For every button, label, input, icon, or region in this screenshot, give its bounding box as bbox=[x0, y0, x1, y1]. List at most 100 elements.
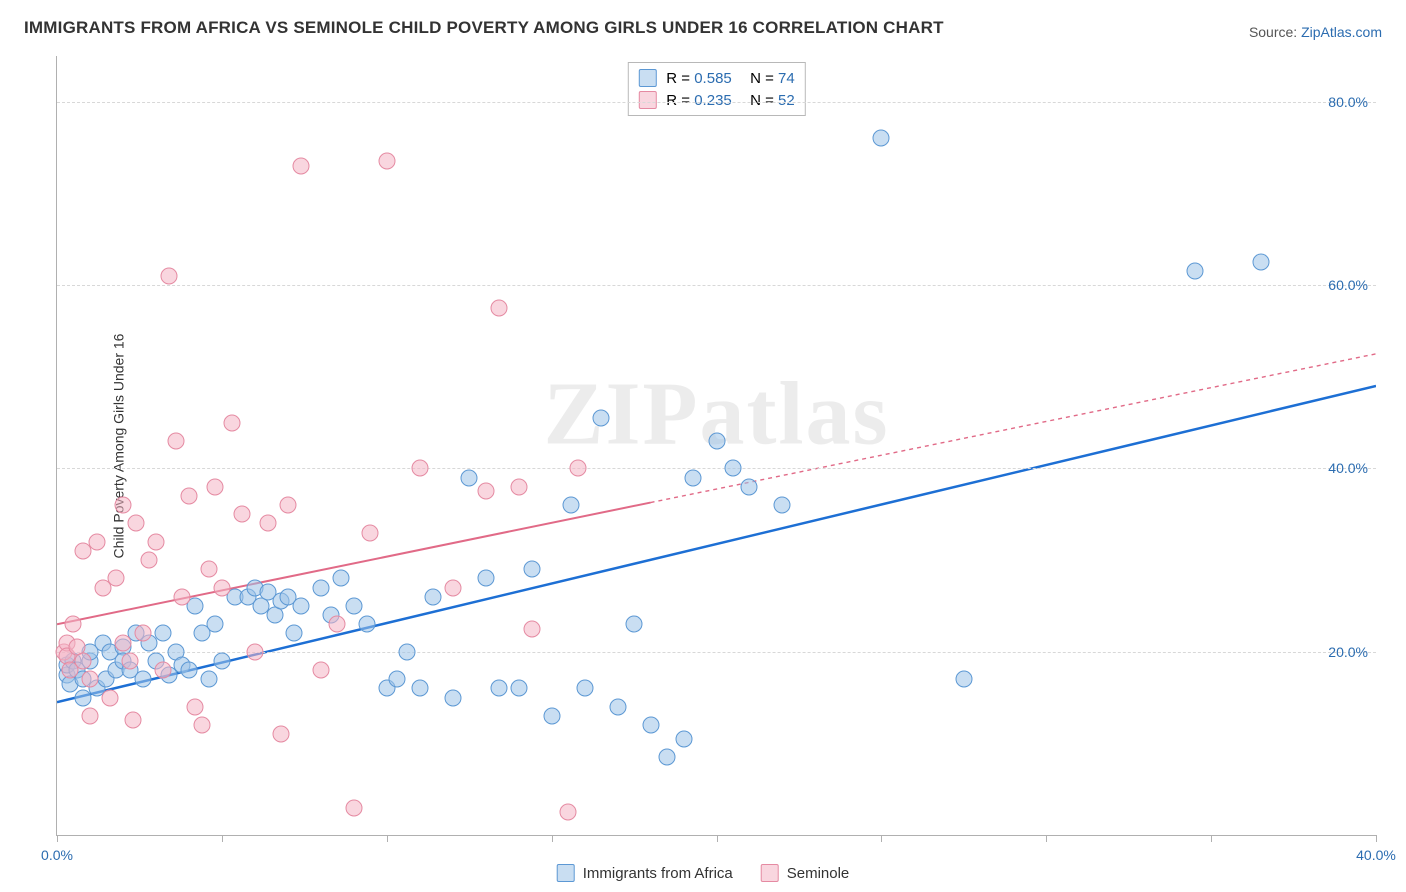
stat-row-africa: R = 0.585 N = 74 bbox=[638, 67, 794, 89]
stat-n-value: 52 bbox=[778, 92, 795, 109]
data-point-africa bbox=[411, 680, 428, 697]
x-tick bbox=[387, 835, 388, 842]
data-point-africa bbox=[708, 432, 725, 449]
data-point-africa bbox=[955, 671, 972, 688]
data-point-seminole bbox=[200, 561, 217, 578]
data-point-africa bbox=[490, 680, 507, 697]
data-point-seminole bbox=[194, 717, 211, 734]
x-tick bbox=[57, 835, 58, 842]
x-tick bbox=[1046, 835, 1047, 842]
y-tick-label: 20.0% bbox=[1328, 644, 1368, 660]
data-point-africa bbox=[563, 497, 580, 514]
data-point-seminole bbox=[523, 620, 540, 637]
legend-item: Immigrants from Africa bbox=[557, 864, 733, 882]
data-point-seminole bbox=[411, 460, 428, 477]
data-point-seminole bbox=[207, 478, 224, 495]
gridline bbox=[57, 102, 1376, 103]
y-tick-label: 80.0% bbox=[1328, 94, 1368, 110]
data-point-seminole bbox=[312, 662, 329, 679]
chart-title: IMMIGRANTS FROM AFRICA VS SEMINOLE CHILD… bbox=[24, 18, 944, 38]
data-point-africa bbox=[576, 680, 593, 697]
data-point-seminole bbox=[154, 662, 171, 679]
data-point-seminole bbox=[378, 153, 395, 170]
x-tick bbox=[717, 835, 718, 842]
data-point-africa bbox=[312, 579, 329, 596]
data-point-seminole bbox=[233, 506, 250, 523]
stat-n-label: N = 74 bbox=[742, 70, 795, 87]
data-point-seminole bbox=[260, 515, 277, 532]
data-point-seminole bbox=[88, 533, 105, 550]
data-point-africa bbox=[388, 671, 405, 688]
data-point-seminole bbox=[147, 533, 164, 550]
data-point-africa bbox=[461, 469, 478, 486]
data-point-seminole bbox=[174, 588, 191, 605]
trendline-seminole-extrapolated bbox=[651, 354, 1376, 503]
data-point-africa bbox=[134, 671, 151, 688]
data-point-seminole bbox=[279, 497, 296, 514]
legend-swatch bbox=[761, 864, 779, 882]
data-point-africa bbox=[642, 717, 659, 734]
gridline bbox=[57, 468, 1376, 469]
stat-r-label: R = 0.235 bbox=[666, 92, 731, 109]
swatch-africa bbox=[638, 69, 656, 87]
legend-swatch bbox=[557, 864, 575, 882]
data-point-seminole bbox=[187, 698, 204, 715]
data-point-africa bbox=[609, 698, 626, 715]
x-tick bbox=[881, 835, 882, 842]
stat-n-value: 74 bbox=[778, 70, 795, 87]
x-tick-label: 40.0% bbox=[1356, 847, 1396, 863]
swatch-seminole bbox=[638, 91, 656, 109]
legend-label: Seminole bbox=[787, 865, 850, 882]
legend-item: Seminole bbox=[761, 864, 850, 882]
data-point-africa bbox=[774, 497, 791, 514]
data-point-africa bbox=[741, 478, 758, 495]
stat-r-value: 0.235 bbox=[694, 92, 732, 109]
x-tick bbox=[1211, 835, 1212, 842]
data-point-africa bbox=[213, 652, 230, 669]
data-point-africa bbox=[873, 130, 890, 147]
data-point-africa bbox=[424, 588, 441, 605]
data-point-africa bbox=[477, 570, 494, 587]
data-point-seminole bbox=[329, 616, 346, 633]
x-tick bbox=[552, 835, 553, 842]
bottom-legend: Immigrants from Africa Seminole bbox=[557, 864, 850, 882]
data-point-seminole bbox=[223, 414, 240, 431]
data-point-seminole bbox=[167, 432, 184, 449]
data-point-africa bbox=[685, 469, 702, 486]
data-point-africa bbox=[207, 616, 224, 633]
data-point-africa bbox=[154, 625, 171, 642]
data-point-africa bbox=[444, 689, 461, 706]
data-point-africa bbox=[332, 570, 349, 587]
data-point-seminole bbox=[180, 487, 197, 504]
stat-row-seminole: R = 0.235 N = 52 bbox=[638, 89, 794, 111]
data-point-seminole bbox=[114, 634, 131, 651]
data-point-seminole bbox=[141, 552, 158, 569]
data-point-africa bbox=[398, 643, 415, 660]
data-point-seminole bbox=[362, 524, 379, 541]
chart-container: IMMIGRANTS FROM AFRICA VS SEMINOLE CHILD… bbox=[0, 0, 1406, 892]
data-point-africa bbox=[543, 707, 560, 724]
y-tick-label: 60.0% bbox=[1328, 277, 1368, 293]
plot-area: ZIPatlas R = 0.585 N = 74R = 0.235 N = 5… bbox=[56, 56, 1376, 836]
data-point-africa bbox=[659, 749, 676, 766]
data-point-seminole bbox=[134, 625, 151, 642]
data-point-seminole bbox=[345, 799, 362, 816]
data-point-africa bbox=[510, 680, 527, 697]
data-point-africa bbox=[345, 597, 362, 614]
data-point-seminole bbox=[114, 497, 131, 514]
source-link[interactable]: ZipAtlas.com bbox=[1301, 24, 1382, 40]
data-point-seminole bbox=[65, 616, 82, 633]
data-point-seminole bbox=[81, 671, 98, 688]
legend-label: Immigrants from Africa bbox=[583, 865, 733, 882]
data-point-seminole bbox=[570, 460, 587, 477]
correlation-stats-box: R = 0.585 N = 74R = 0.235 N = 52 bbox=[627, 62, 805, 116]
data-point-africa bbox=[286, 625, 303, 642]
data-point-seminole bbox=[213, 579, 230, 596]
x-tick bbox=[1376, 835, 1377, 842]
stat-r-value: 0.585 bbox=[694, 70, 732, 87]
stat-n-label: N = 52 bbox=[742, 92, 795, 109]
data-point-seminole bbox=[121, 652, 138, 669]
y-tick-label: 40.0% bbox=[1328, 460, 1368, 476]
data-point-seminole bbox=[510, 478, 527, 495]
data-point-seminole bbox=[101, 689, 118, 706]
